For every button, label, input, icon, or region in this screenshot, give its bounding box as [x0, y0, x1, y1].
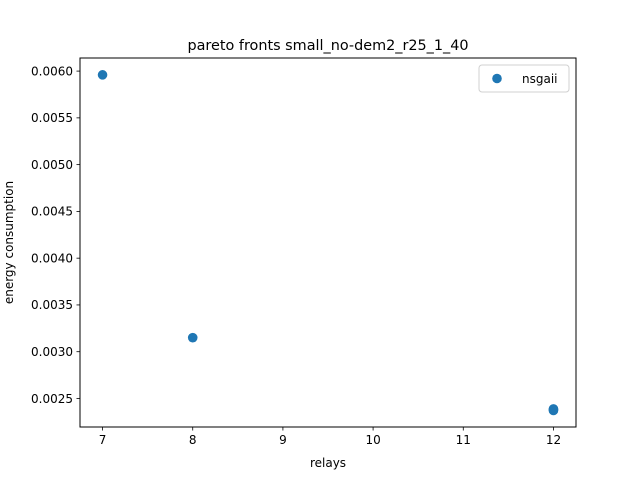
x-tick-label: 10 [365, 433, 380, 447]
y-tick-label: 0.0035 [31, 298, 73, 312]
plot-frame [79, 57, 577, 428]
x-axis-label: relays [310, 456, 346, 470]
data-point [548, 404, 559, 414]
y-tick-label: 0.0050 [31, 158, 73, 172]
x-tick-label: 12 [546, 433, 561, 447]
legend-box [478, 64, 570, 93]
y-tick-label: 0.0040 [31, 251, 73, 265]
legend: nsgaii [478, 64, 570, 93]
y-axis-label: energy consumption [2, 181, 16, 304]
data-point [97, 70, 108, 80]
legend-marker [492, 73, 502, 84]
y-tick-label: 0.0055 [31, 111, 73, 125]
data-point [187, 332, 198, 343]
plot-area [80, 58, 576, 427]
chart-title: pareto fronts small_no-dem2_r25_1_40 [187, 38, 468, 54]
y-tick-label: 0.0045 [31, 205, 73, 219]
data-points [97, 70, 559, 416]
legend-label: nsgaii [522, 72, 558, 86]
x-tick-label: 7 [99, 433, 107, 447]
y-tick-label: 0.0060 [31, 64, 73, 78]
x-tick-label: 11 [456, 433, 471, 447]
x-tick-label: 8 [189, 433, 197, 447]
x-axis-ticks: 7 8 9 10 11 12 [99, 427, 561, 447]
y-tick-label: 0.0030 [31, 345, 73, 359]
x-tick-label: 9 [279, 433, 287, 447]
y-axis-ticks: 0.0025 0.0030 0.0035 0.0040 0.0045 0.0050 0.00… [31, 64, 80, 406]
y-tick-label: 0.0025 [31, 392, 73, 406]
